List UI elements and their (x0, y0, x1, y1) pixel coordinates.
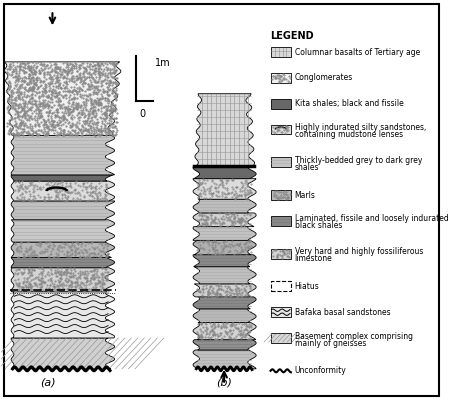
Polygon shape (11, 338, 115, 369)
Text: Thickly-bedded grey to dark grey: Thickly-bedded grey to dark grey (295, 156, 422, 165)
Polygon shape (4, 62, 121, 136)
Bar (271, 99, 291, 109)
Polygon shape (193, 267, 256, 284)
Polygon shape (11, 220, 115, 242)
Polygon shape (193, 255, 256, 267)
Text: Conglomerates: Conglomerates (295, 73, 353, 82)
Polygon shape (11, 201, 115, 220)
Text: 0: 0 (140, 109, 146, 119)
Bar (271, 124, 291, 134)
Bar (271, 282, 291, 291)
Text: Hiatus: Hiatus (295, 282, 319, 291)
Polygon shape (193, 227, 256, 240)
Polygon shape (193, 322, 256, 340)
Polygon shape (11, 268, 115, 292)
Bar (271, 47, 291, 57)
Polygon shape (193, 166, 256, 179)
Text: (a): (a) (40, 378, 55, 388)
Text: black shales: black shales (295, 221, 342, 230)
Polygon shape (193, 350, 256, 369)
Polygon shape (11, 136, 115, 175)
Text: (b): (b) (216, 378, 232, 388)
Text: Highly indurated silty sandstones,: Highly indurated silty sandstones, (295, 123, 426, 132)
Bar (271, 307, 291, 317)
Text: LEGEND: LEGEND (271, 31, 314, 41)
Text: 1m: 1m (155, 58, 170, 68)
Text: Laminated, fissile and loosely indurated: Laminated, fissile and loosely indurated (295, 214, 448, 223)
Polygon shape (11, 292, 115, 338)
Polygon shape (11, 175, 113, 181)
Text: mainly of gneisses: mainly of gneisses (295, 338, 366, 348)
Bar (271, 190, 291, 200)
Polygon shape (11, 181, 115, 201)
Bar (271, 216, 291, 226)
Polygon shape (195, 94, 255, 166)
Text: Basement complex comprising: Basement complex comprising (295, 332, 413, 340)
Text: Unconformity: Unconformity (295, 366, 346, 375)
Polygon shape (193, 297, 256, 309)
Polygon shape (193, 340, 256, 350)
Text: Marls: Marls (295, 190, 316, 200)
Polygon shape (193, 213, 256, 227)
Bar (271, 249, 291, 258)
Polygon shape (193, 240, 256, 255)
Bar (271, 73, 291, 83)
Text: Kita shales; black and fissile: Kita shales; black and fissile (295, 99, 403, 108)
Polygon shape (193, 199, 256, 213)
Polygon shape (11, 242, 115, 258)
Bar (271, 333, 291, 343)
Text: limestone: limestone (295, 254, 332, 263)
Bar (271, 157, 291, 167)
Text: containing mudstone lenses: containing mudstone lenses (295, 130, 403, 139)
Text: Columnar basalts of Tertiary age: Columnar basalts of Tertiary age (295, 48, 420, 56)
Polygon shape (193, 284, 256, 297)
Text: shales: shales (295, 163, 319, 172)
Polygon shape (193, 179, 256, 199)
Polygon shape (193, 309, 256, 322)
Text: Very hard and highly fossiliferous: Very hard and highly fossiliferous (295, 247, 423, 256)
Polygon shape (11, 258, 115, 268)
Text: Bafaka basal sandstones: Bafaka basal sandstones (295, 308, 390, 317)
